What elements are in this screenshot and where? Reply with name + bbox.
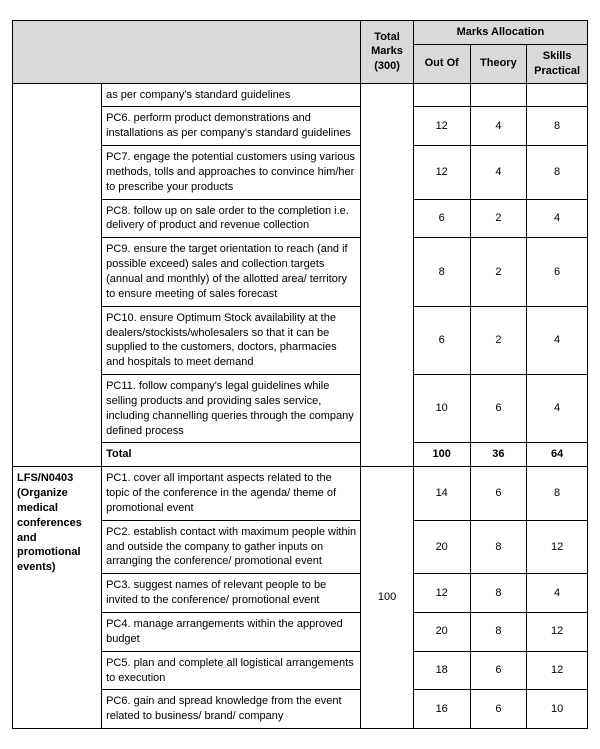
header-row-1: Total Marks (300) Marks Allocation — [13, 21, 588, 45]
row-theory: 6 — [470, 375, 527, 443]
row-desc: PC3. suggest names of relevant people to… — [102, 574, 361, 613]
row-desc: PC5. plan and complete all logistical ar… — [102, 651, 361, 690]
total-marks-cell-blank — [361, 83, 414, 467]
row-skills: 4 — [527, 199, 588, 238]
header-marks-allocation: Marks Allocation — [413, 21, 587, 45]
row-theory: 6 — [470, 651, 527, 690]
row-theory: 6 — [470, 467, 527, 521]
header-total-marks: Total Marks (300) — [361, 21, 414, 84]
row-desc: PC11. follow company's legal guidelines … — [102, 375, 361, 443]
row-out: 8 — [413, 238, 470, 306]
row-desc: PC9. ensure the target orientation to re… — [102, 238, 361, 306]
row-out: 20 — [413, 613, 470, 652]
row-skills: 8 — [527, 467, 588, 521]
row-out — [413, 83, 470, 107]
row-skills: 8 — [527, 107, 588, 146]
row-theory: 2 — [470, 238, 527, 306]
row-desc: PC8. follow up on sale order to the comp… — [102, 199, 361, 238]
total-skills: 64 — [527, 443, 588, 467]
row-theory: 2 — [470, 306, 527, 374]
table-row: as per company's standard guidelines — [13, 83, 588, 107]
table-row: LFS/N0403 (Organize medical conferences … — [13, 467, 588, 521]
header-skills-practical: Skills Practical — [527, 44, 588, 83]
marks-allocation-table: Total Marks (300) Marks Allocation Out O… — [12, 20, 588, 729]
row-out: 12 — [413, 146, 470, 200]
row-out: 12 — [413, 574, 470, 613]
unit-label: LFS/N0403 (Organize medical conferences … — [13, 467, 102, 729]
row-skills: 10 — [527, 690, 588, 729]
row-desc: PC4. manage arrangements within the appr… — [102, 613, 361, 652]
row-theory: 4 — [470, 146, 527, 200]
row-theory: 4 — [470, 107, 527, 146]
row-desc: PC7. engage the potential customers usin… — [102, 146, 361, 200]
row-out: 14 — [413, 467, 470, 521]
total-marks-cell: 100 — [361, 467, 414, 729]
row-out: 6 — [413, 306, 470, 374]
total-label: Total — [102, 443, 361, 467]
row-desc: PC2. establish contact with maximum peop… — [102, 520, 361, 574]
header-theory: Theory — [470, 44, 527, 83]
row-skills: 12 — [527, 651, 588, 690]
row-desc: PC6. perform product demonstrations and … — [102, 107, 361, 146]
row-skills: 4 — [527, 306, 588, 374]
row-out: 6 — [413, 199, 470, 238]
row-out: 16 — [413, 690, 470, 729]
header-blank — [13, 21, 361, 84]
row-skills — [527, 83, 588, 107]
row-theory: 6 — [470, 690, 527, 729]
total-out: 100 — [413, 443, 470, 467]
row-theory: 8 — [470, 574, 527, 613]
row-desc: as per company's standard guidelines — [102, 83, 361, 107]
row-theory: 8 — [470, 613, 527, 652]
unit-cell-blank — [13, 83, 102, 467]
row-skills: 4 — [527, 574, 588, 613]
header-out-of: Out Of — [413, 44, 470, 83]
row-out: 18 — [413, 651, 470, 690]
row-desc: PC6. gain and spread knowledge from the … — [102, 690, 361, 729]
total-theory: 36 — [470, 443, 527, 467]
row-theory: 8 — [470, 520, 527, 574]
row-theory — [470, 83, 527, 107]
row-skills: 12 — [527, 520, 588, 574]
row-desc: PC1. cover all important aspects related… — [102, 467, 361, 521]
row-skills: 8 — [527, 146, 588, 200]
row-skills: 4 — [527, 375, 588, 443]
row-out: 10 — [413, 375, 470, 443]
row-skills: 6 — [527, 238, 588, 306]
row-desc: PC10. ensure Optimum Stock availability … — [102, 306, 361, 374]
row-skills: 12 — [527, 613, 588, 652]
row-theory: 2 — [470, 199, 527, 238]
row-out: 12 — [413, 107, 470, 146]
row-out: 20 — [413, 520, 470, 574]
